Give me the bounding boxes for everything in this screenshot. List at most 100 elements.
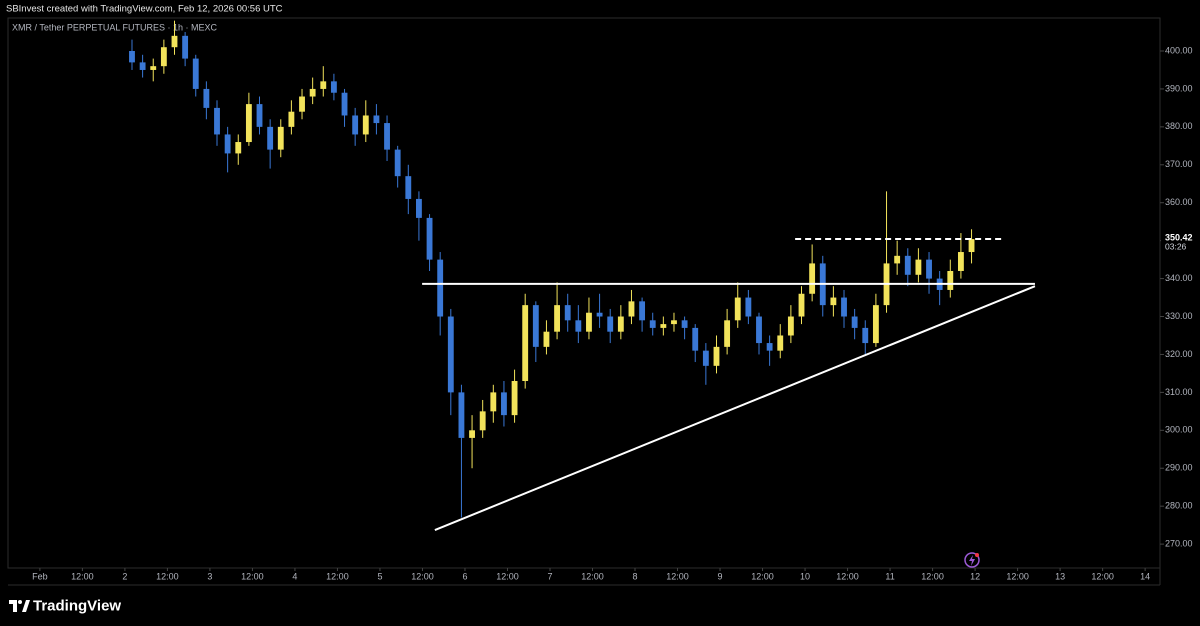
x-tick-label: 8 <box>633 571 638 581</box>
candle-body <box>437 259 444 317</box>
y-tick-label: 390.00 <box>1165 83 1193 93</box>
icon-bolt <box>969 555 975 566</box>
y-tick-label: 300.00 <box>1165 425 1193 435</box>
x-tick-label: 12:00 <box>836 571 859 581</box>
candle-body <box>458 392 465 438</box>
x-tick-label: 10 <box>800 571 810 581</box>
candle-body <box>957 252 964 271</box>
candle-body <box>617 316 624 332</box>
y-tick-label: 400.00 <box>1165 45 1193 55</box>
last-price-label: 350.42 <box>1165 232 1193 242</box>
candle-body <box>511 381 518 416</box>
candle-body <box>490 392 497 412</box>
candle-body <box>596 312 603 317</box>
x-tick-label: 12:00 <box>496 571 519 581</box>
candle-body <box>798 293 805 317</box>
candle-body <box>277 126 284 150</box>
y-tick-label: 280.00 <box>1165 501 1193 511</box>
candle-body <box>554 305 560 332</box>
x-tick-label: 12 <box>970 571 980 581</box>
icon-ring <box>964 552 980 568</box>
candle-body <box>660 324 667 328</box>
candle-body <box>862 327 869 344</box>
candle-body <box>352 115 359 135</box>
x-tick-label: 12:00 <box>156 571 179 581</box>
logo <box>9 600 30 612</box>
candle-body <box>872 305 879 344</box>
x-tick-label: 6 <box>462 571 467 581</box>
candle-body <box>681 320 688 328</box>
candle-body <box>702 350 709 366</box>
candle-body <box>288 111 295 127</box>
candle-body <box>447 316 454 393</box>
x-tick-label: 12:00 <box>751 571 774 581</box>
candle-body <box>235 142 242 154</box>
candle-body <box>171 35 178 48</box>
candle-body <box>267 126 274 150</box>
candle-body <box>394 149 401 177</box>
y-tick-label: 330.00 <box>1165 311 1193 321</box>
logo-mark <box>22 600 30 612</box>
logo-dot <box>18 600 22 604</box>
candle-body <box>150 66 157 70</box>
candle-body <box>830 297 837 306</box>
candle-body <box>543 331 550 347</box>
x-tick-label: 9 <box>718 571 723 581</box>
candle-body <box>894 255 901 264</box>
candle-body <box>203 88 210 108</box>
x-tick-label: Feb <box>32 571 48 581</box>
candle-body <box>671 320 677 325</box>
candle-body <box>309 88 316 97</box>
candle-body <box>139 62 146 70</box>
candle-body <box>724 320 731 347</box>
candle-body <box>968 239 975 253</box>
candle-body <box>320 81 327 89</box>
candle-body <box>341 92 348 116</box>
candle-body <box>501 392 507 416</box>
candle-body <box>564 305 571 321</box>
candle-body <box>299 96 305 112</box>
candle-body <box>745 297 752 317</box>
candle-body <box>649 320 656 328</box>
candle-body <box>851 316 858 328</box>
candle-body <box>129 51 135 63</box>
y-tick-label: 360.00 <box>1165 197 1193 207</box>
x-tick-label: 14 <box>1140 571 1150 581</box>
candle-body <box>639 301 646 321</box>
x-tick-label: 7 <box>547 571 552 581</box>
y-tick-label: 270.00 <box>1165 538 1193 548</box>
x-tick-label: 12:00 <box>1006 571 1029 581</box>
icon-dot <box>975 553 979 557</box>
candles <box>129 20 975 518</box>
candle-body <box>713 346 720 366</box>
x-tick-label: 2 <box>122 571 127 581</box>
candle-body <box>256 104 263 127</box>
candle-body <box>809 263 816 294</box>
candle-body <box>532 305 539 347</box>
y-tick-label: 290.00 <box>1165 463 1193 473</box>
candle-body <box>330 81 337 93</box>
candle-body <box>947 271 954 290</box>
candle-body <box>416 198 422 218</box>
x-tick-label: 12:00 <box>411 571 434 581</box>
alert-icon <box>964 552 980 568</box>
candle-body <box>628 301 635 317</box>
x-tick-label: 12:00 <box>326 571 349 581</box>
candle-body <box>607 316 614 332</box>
candle-body <box>777 335 784 351</box>
candle-body <box>841 297 847 317</box>
candle-body <box>522 305 529 381</box>
candle-body <box>904 255 911 275</box>
y-tick-label: 370.00 <box>1165 159 1193 169</box>
y-tick-label: 340.00 <box>1165 273 1193 283</box>
x-tick-label: 13 <box>1055 571 1065 581</box>
candle-body <box>469 430 475 438</box>
candle-body <box>214 107 220 135</box>
x-tick-label: 12:00 <box>71 571 94 581</box>
candle-body <box>224 134 231 154</box>
candle-body <box>692 327 699 351</box>
countdown: 03:26 <box>1165 241 1187 251</box>
y-tick-label: 310.00 <box>1165 387 1193 397</box>
x-tick-label: 12:00 <box>666 571 689 581</box>
